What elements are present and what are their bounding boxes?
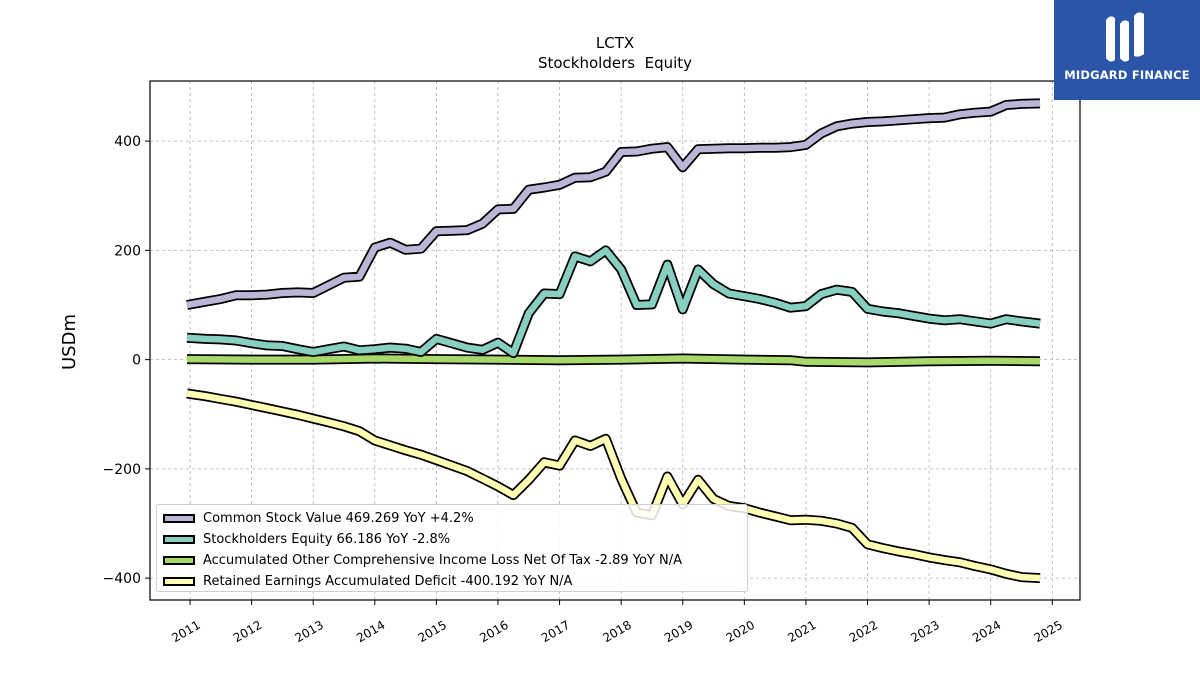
- x-tick-label: 2024: [970, 618, 1003, 645]
- x-tick-label: 2014: [354, 618, 387, 645]
- x-tick-label: 2016: [477, 618, 510, 645]
- chart-subtitle: Stockholders Equity: [538, 54, 692, 72]
- plot-frame: [149, 80, 1081, 601]
- y-tick-label: 0: [132, 353, 141, 369]
- chart-legend: Common Stock Value 469.269 YoY +4.2% Sto…: [156, 504, 748, 592]
- x-tick-label: 2011: [169, 618, 202, 645]
- series-line-stockholders-equity: [186, 247, 1041, 357]
- legend-label: Common Stock Value 469.269 YoY +4.2%: [203, 511, 474, 526]
- x-tick-label: 2017: [539, 618, 572, 645]
- x-tick-label: 2025: [1032, 618, 1065, 645]
- legend-swatch: [163, 556, 195, 565]
- y-tick-label: −400: [103, 571, 141, 587]
- y-tick-label: 200: [114, 243, 141, 259]
- x-tick-label: 2021: [785, 618, 818, 645]
- series-outline-common-stock-value: [186, 98, 1041, 310]
- series-line-accumulated-other-comprehensive-income-loss-net-of-tax: [186, 355, 1041, 366]
- series-line-common-stock-value: [186, 100, 1041, 309]
- legend-item-common-stock: Common Stock Value 469.269 YoY +4.2%: [163, 508, 741, 529]
- legend-item-retained-earnings: Retained Earnings Accumulated Deficit -4…: [163, 571, 741, 592]
- brand-name: MIDGARD FINANCE: [1064, 68, 1190, 82]
- x-tick-label: 2019: [662, 618, 695, 645]
- x-tick-label: 2022: [847, 618, 880, 645]
- legend-item-aoci: Accumulated Other Comprehensive Income L…: [163, 550, 741, 571]
- x-tick-label: 2018: [600, 618, 633, 645]
- legend-item-stockholders-equity: Stockholders Equity 66.186 YoY -2.8%: [163, 529, 741, 550]
- chart-title: LCTX: [596, 34, 634, 52]
- x-tick-label: 2013: [292, 618, 325, 645]
- y-axis-label: USDm: [59, 314, 80, 370]
- legend-swatch: [163, 577, 195, 586]
- series-layer: [186, 98, 1041, 584]
- series-line-retained-earnings-accumulated-deficit: [186, 390, 1041, 582]
- y-tick-label: −200: [103, 462, 141, 478]
- legend-swatch: [163, 514, 195, 523]
- series-outline-stockholders-equity: [186, 245, 1041, 359]
- legend-swatch: [163, 535, 195, 544]
- x-tick-label: 2020: [724, 618, 757, 645]
- y-tick-label: 400: [114, 134, 141, 150]
- legend-label: Stockholders Equity 66.186 YoY -2.8%: [203, 532, 451, 547]
- midgard-logo-icon: [1106, 12, 1144, 62]
- x-tick-label: 2023: [908, 618, 941, 645]
- legend-label: Accumulated Other Comprehensive Income L…: [203, 553, 682, 568]
- legend-label: Retained Earnings Accumulated Deficit -4…: [203, 574, 573, 589]
- x-tick-label: 2015: [416, 618, 449, 645]
- x-tick-label: 2012: [231, 618, 264, 645]
- brand-logo: MIDGARD FINANCE: [1054, 0, 1200, 100]
